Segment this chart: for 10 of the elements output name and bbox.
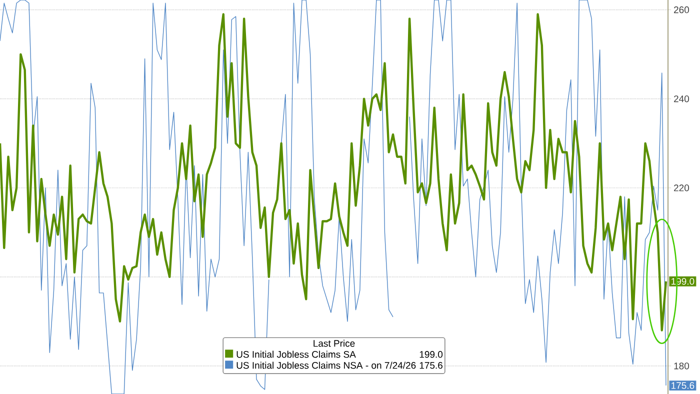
y-tick-label: 240 (674, 95, 690, 102)
y-tick-label: 220 (674, 184, 690, 192)
data-label: 175.6 (672, 382, 694, 389)
y-tick-label: 180 (674, 362, 690, 370)
legend-label: US Initial Jobless Claims SA (236, 350, 356, 358)
legend-title: Last Price (314, 340, 355, 347)
text: 199.0 (420, 351, 443, 358)
legend-label: US Initial Jobless Claims NSA - on 7/24/26 (236, 362, 416, 369)
text: 175.6 (420, 362, 442, 369)
y-tick-label: 260 (674, 6, 690, 14)
